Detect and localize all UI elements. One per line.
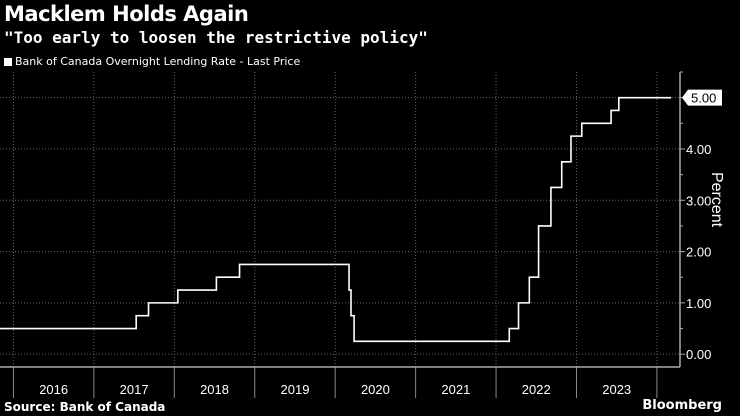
chart-title: Macklem Holds Again (4, 2, 249, 26)
legend-label: Bank of Canada Overnight Lending Rate - … (15, 55, 301, 68)
y-axis-label: Percent (708, 172, 725, 228)
series-line (0, 96, 672, 343)
last-value-badge (682, 89, 722, 106)
x-tick-label: 2023 (602, 382, 631, 397)
y-tick-label: 3.00 (686, 193, 711, 208)
x-tick-label: 2019 (281, 382, 310, 397)
x-tick-label: 2017 (120, 382, 149, 397)
legend-swatch (4, 57, 12, 66)
x-tick-label: 2022 (522, 382, 551, 397)
legend: Bank of Canada Overnight Lending Rate - … (4, 55, 300, 68)
y-tick-label: 0.00 (686, 347, 711, 362)
y-tick-label: 4.00 (686, 142, 711, 157)
x-tick-label: 2016 (39, 382, 68, 397)
chart-subtitle: "Too early to loosen the restrictive pol… (4, 28, 428, 47)
x-tick-label: 2020 (361, 382, 390, 397)
last-value-label: 5.00 (691, 91, 716, 106)
y-tick-label: 2.00 (686, 245, 711, 260)
x-tick-label: 2021 (441, 382, 470, 397)
source-note: Source: Bank of Canada (4, 400, 166, 414)
x-tick-label: 2018 (200, 382, 229, 397)
bloomberg-logo: Bloomberg (642, 398, 722, 413)
y-tick-label: 1.00 (686, 296, 711, 311)
